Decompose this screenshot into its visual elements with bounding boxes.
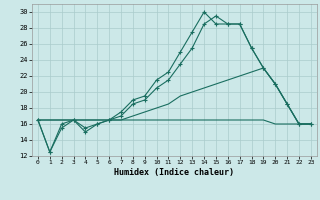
X-axis label: Humidex (Indice chaleur): Humidex (Indice chaleur)	[115, 168, 234, 177]
